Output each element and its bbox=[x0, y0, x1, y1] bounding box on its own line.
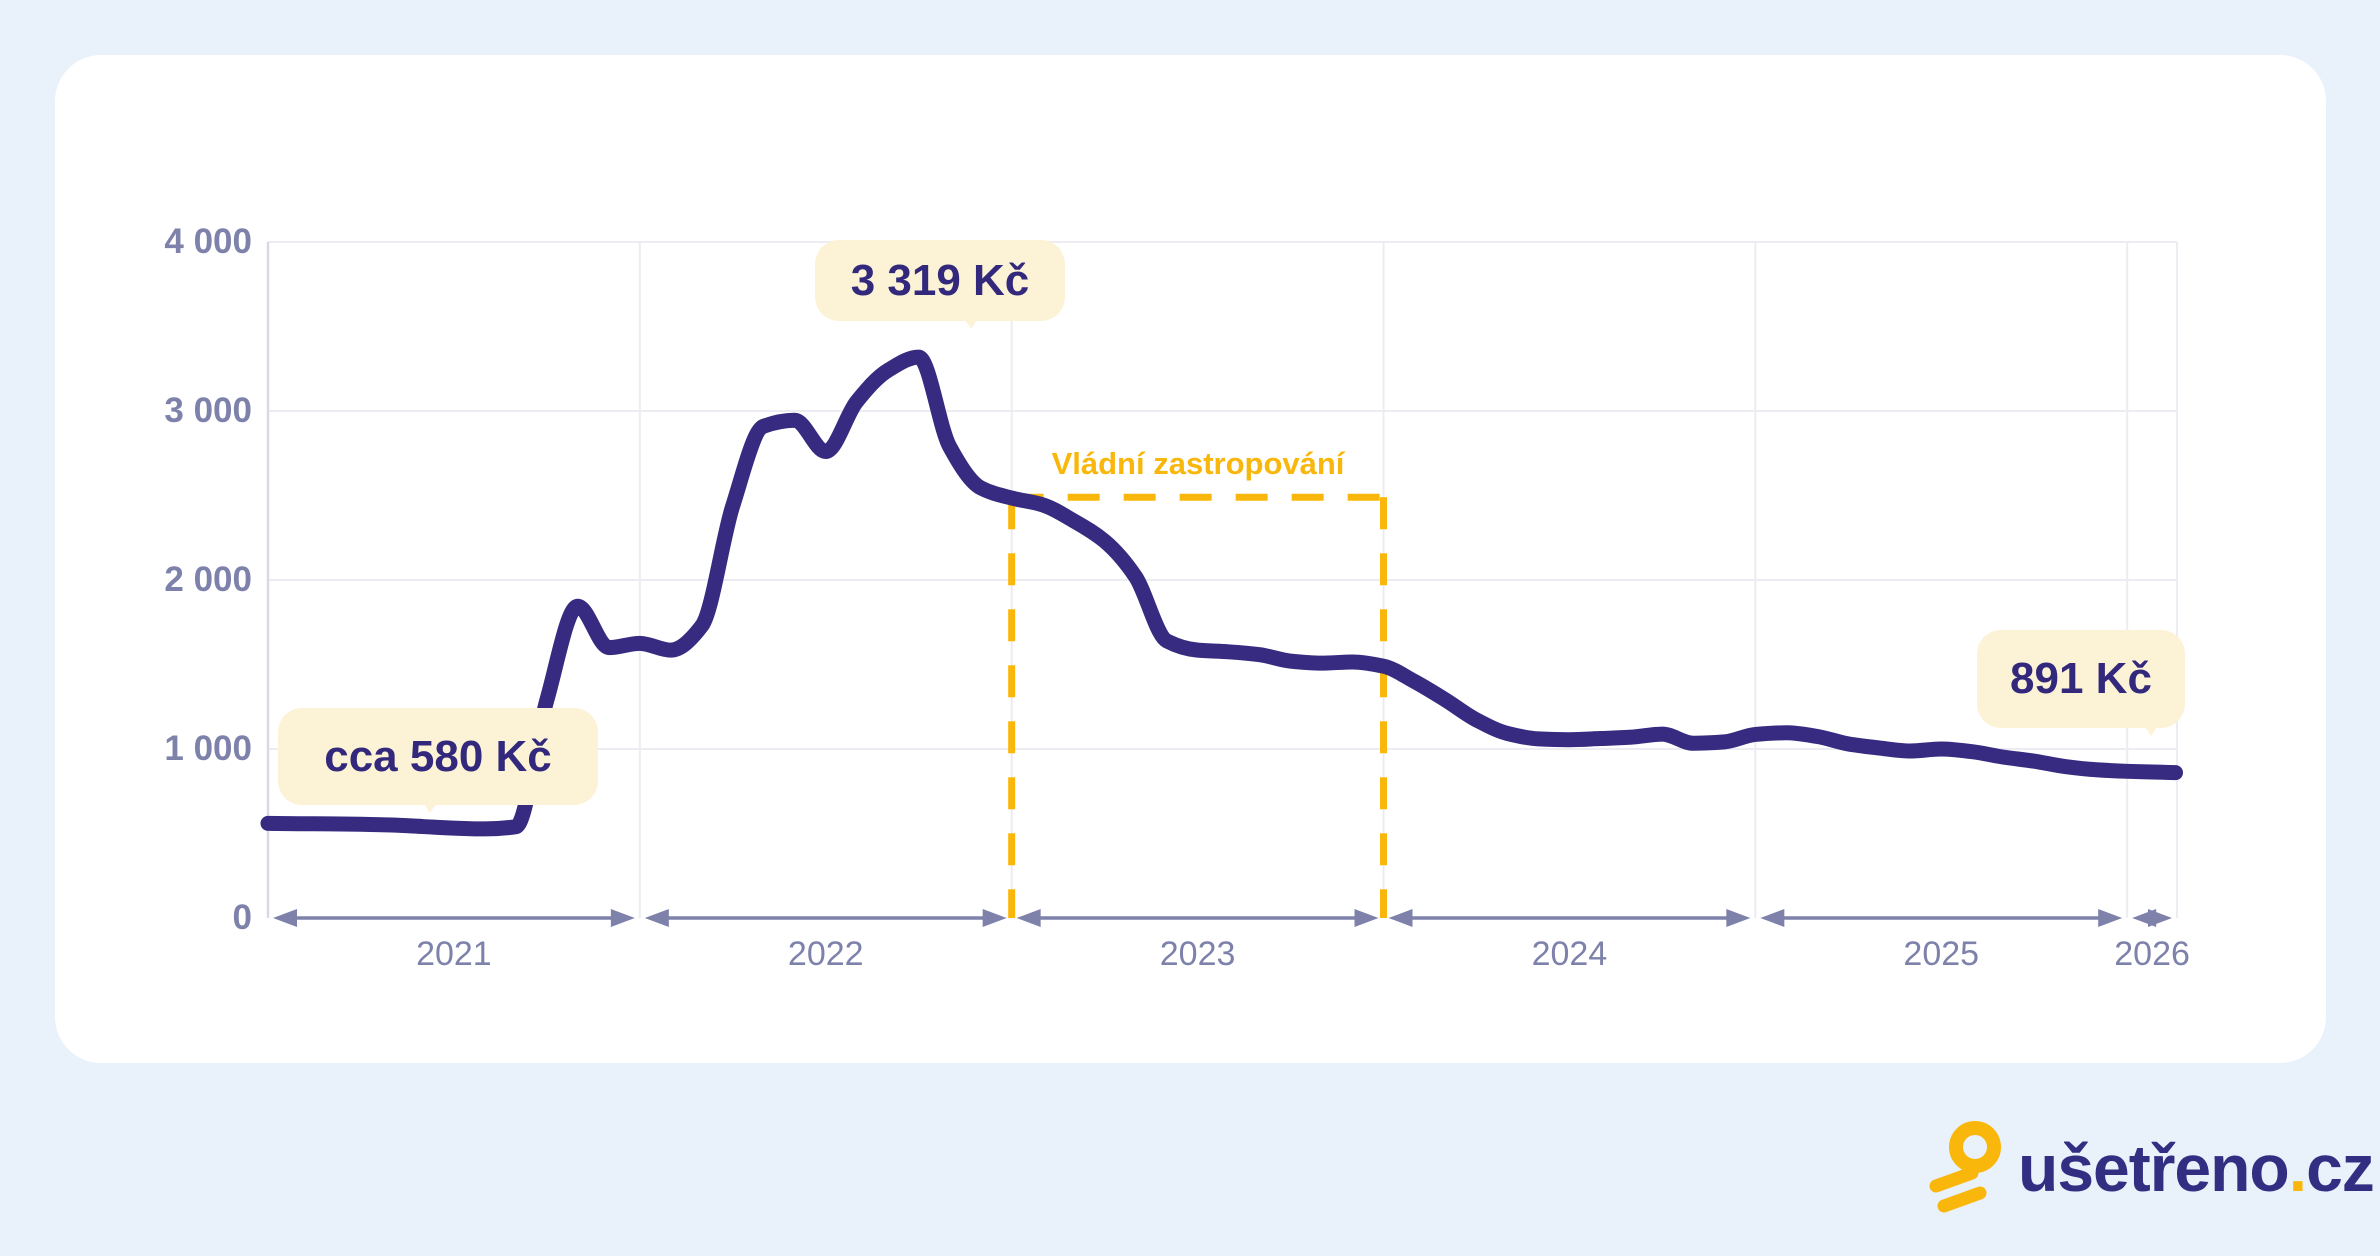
annotation-peak-price-text: 3 319 Kč bbox=[850, 255, 1030, 305]
x-axis-year-label: 2024 bbox=[1531, 935, 1608, 973]
x-axis-year-label: 2026 bbox=[2114, 935, 2190, 973]
brand-dot: . bbox=[2288, 1131, 2307, 1205]
y-axis-label: 1 000 bbox=[164, 729, 252, 768]
coin-icon bbox=[1929, 1121, 2001, 1213]
x-axis-year-label: 2025 bbox=[1903, 935, 1980, 973]
y-axis-label: 2 000 bbox=[164, 560, 252, 599]
y-axis-label: 4 000 bbox=[164, 222, 252, 261]
annotation-end-price: 891 Kč bbox=[1977, 630, 2185, 736]
brand-name: ušetřeno bbox=[2018, 1131, 2290, 1205]
annotation-start-price-text: cca 580 Kč bbox=[324, 731, 552, 781]
x-axis-year-label: 2022 bbox=[787, 935, 864, 973]
cap-annotation-label: Vládní zastropování bbox=[1051, 446, 1345, 481]
annotation-end-price-text: 891 Kč bbox=[2010, 654, 2152, 703]
chart-card bbox=[55, 55, 2326, 1063]
annotation-peak-price: 3 319 Kč bbox=[815, 240, 1065, 329]
brand-tld: cz bbox=[2306, 1131, 2375, 1205]
y-axis-label: 0 bbox=[232, 898, 252, 937]
x-axis-year-label: 2023 bbox=[1159, 935, 1236, 973]
x-axis-year-label: 2021 bbox=[416, 935, 492, 973]
y-axis-label: 3 000 bbox=[164, 391, 252, 430]
brand-logo-text: ušetřeno.cz bbox=[2018, 1130, 2375, 1206]
annotation-start-price: cca 580 Kč bbox=[278, 708, 598, 813]
brand-logo: ušetřeno.cz bbox=[1928, 1118, 2375, 1218]
